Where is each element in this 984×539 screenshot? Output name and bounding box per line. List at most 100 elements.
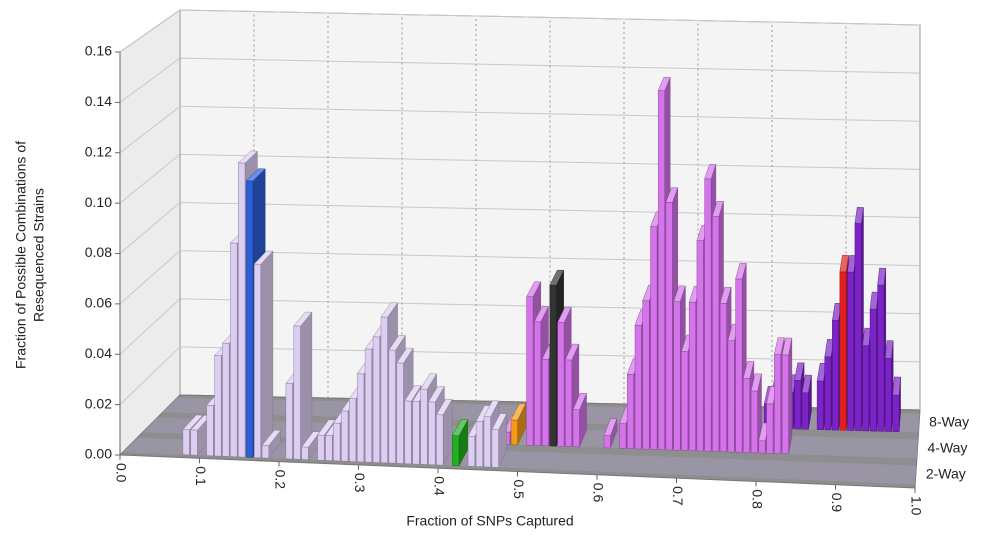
grid-line bbox=[119, 105, 921, 154]
y-tick-label: 0.14 bbox=[85, 93, 112, 109]
bar bbox=[603, 418, 618, 449]
bar-front bbox=[885, 358, 892, 432]
bar-front bbox=[816, 380, 824, 431]
bar-top bbox=[712, 200, 724, 217]
bar-top bbox=[436, 398, 453, 416]
bar-front bbox=[317, 434, 325, 461]
bar bbox=[253, 250, 274, 459]
x-tick-label: 0.4 bbox=[431, 476, 447, 496]
bar-top bbox=[237, 150, 258, 164]
bar-front bbox=[436, 414, 444, 466]
bar-top bbox=[774, 337, 785, 355]
left-wall bbox=[119, 9, 181, 457]
bar-top bbox=[704, 164, 717, 180]
bar-top bbox=[293, 311, 313, 327]
bar-top bbox=[665, 187, 679, 203]
bar-front bbox=[650, 226, 658, 450]
bar-front bbox=[892, 394, 900, 433]
bar-front bbox=[246, 180, 254, 458]
bar-front bbox=[627, 374, 634, 450]
bar-front bbox=[341, 410, 349, 462]
bar bbox=[877, 267, 887, 432]
bar-front bbox=[719, 302, 727, 453]
bar-front bbox=[781, 354, 789, 455]
bar bbox=[301, 431, 321, 461]
x-tick-label: 0.7 bbox=[670, 486, 686, 506]
x-tick-label: 0.1 bbox=[193, 466, 209, 486]
x-tick-label: 0.3 bbox=[352, 473, 368, 493]
bar-front bbox=[349, 398, 357, 462]
bar-top bbox=[428, 386, 445, 403]
bar-top bbox=[451, 419, 469, 436]
y-axis-title: Fraction of Possible Combinations of bbox=[13, 141, 29, 369]
bar-front bbox=[526, 296, 534, 446]
bar bbox=[572, 392, 587, 448]
bar-top bbox=[420, 373, 437, 390]
bar bbox=[862, 327, 872, 432]
bar-front bbox=[452, 435, 460, 467]
bar-front bbox=[388, 349, 396, 464]
bar-front bbox=[396, 362, 404, 464]
bar bbox=[436, 398, 453, 466]
bar-front bbox=[420, 388, 428, 465]
bar bbox=[884, 340, 894, 432]
bar-front bbox=[603, 435, 611, 449]
bar-front bbox=[549, 284, 557, 447]
bar bbox=[869, 291, 879, 432]
bar-top bbox=[603, 418, 618, 436]
bar-side bbox=[260, 250, 274, 459]
bar-front bbox=[572, 409, 580, 448]
bar-top bbox=[261, 430, 282, 446]
bar-front bbox=[261, 445, 269, 459]
bar-front bbox=[372, 336, 380, 463]
row-label: 2-Way bbox=[926, 466, 966, 482]
bar-side bbox=[788, 338, 793, 455]
bar bbox=[491, 413, 508, 468]
bar-top bbox=[388, 335, 406, 351]
bar-front bbox=[428, 401, 436, 466]
bar-front bbox=[801, 392, 809, 430]
bar-top bbox=[533, 306, 549, 323]
x-tick-label: 0.0 bbox=[113, 463, 129, 483]
bar-front bbox=[214, 355, 222, 457]
x-tick-label: 0.5 bbox=[511, 480, 527, 500]
bar-front bbox=[869, 308, 877, 432]
x-axis-title: Fraction of SNPs Captured bbox=[406, 513, 573, 529]
bar-front bbox=[839, 271, 847, 431]
bar-top bbox=[892, 376, 901, 396]
y-axis-title: Resequenced Strains bbox=[31, 188, 47, 322]
bar-front bbox=[854, 223, 862, 432]
bar-front bbox=[735, 278, 743, 453]
bar-top bbox=[572, 392, 587, 411]
bar-front bbox=[696, 240, 704, 452]
bar-front bbox=[766, 403, 774, 454]
bar-front bbox=[743, 377, 750, 453]
bar-front bbox=[704, 178, 712, 452]
bar-front bbox=[658, 90, 665, 451]
bar-top bbox=[673, 285, 686, 303]
bar-top bbox=[380, 302, 398, 318]
bar-front bbox=[238, 162, 246, 458]
bar-top bbox=[781, 337, 793, 356]
bar bbox=[451, 419, 469, 467]
bar-front bbox=[404, 400, 412, 465]
bar bbox=[293, 311, 313, 461]
bar-front bbox=[824, 356, 832, 431]
y-tick-label: 0.08 bbox=[85, 244, 112, 260]
bar-front bbox=[222, 342, 230, 457]
bar-top bbox=[182, 414, 204, 431]
bar-top bbox=[839, 254, 849, 273]
bar-top bbox=[564, 343, 580, 361]
bar-front bbox=[206, 405, 214, 457]
bar bbox=[781, 337, 793, 455]
bar-front bbox=[475, 421, 483, 468]
bar-front bbox=[510, 419, 518, 446]
bar bbox=[854, 207, 864, 432]
bar-front bbox=[541, 358, 549, 447]
bar-front bbox=[293, 325, 301, 460]
y-tick-label: 0.04 bbox=[85, 345, 112, 361]
bar-front bbox=[565, 359, 572, 447]
bar-front bbox=[285, 383, 293, 460]
bar-front bbox=[412, 400, 420, 465]
bar-front bbox=[794, 380, 801, 430]
